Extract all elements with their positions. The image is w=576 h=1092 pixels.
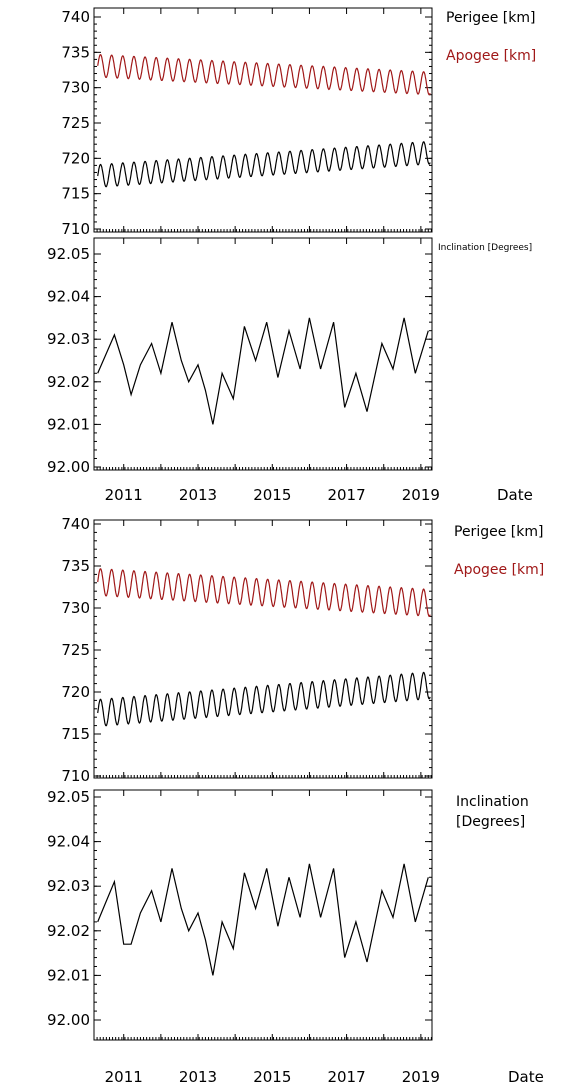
plot-frame — [93, 789, 433, 1041]
legend-entry: Apogee [km] — [446, 48, 536, 64]
y-tick-label: 92.00 — [47, 458, 90, 476]
series-line-0 — [97, 317, 429, 425]
y-tick-label: 92.01 — [47, 966, 90, 984]
legend-entry: Inclination [Degrees] — [438, 243, 532, 253]
x-tick-label: 2011 — [105, 1068, 143, 1086]
legend-entry: [Degrees] — [456, 814, 525, 830]
x-tick-label: 2017 — [327, 1068, 365, 1086]
x-tick-label: 2015 — [253, 1068, 291, 1086]
panel-bottom-inclination — [93, 789, 433, 1041]
y-tick-label: 735 — [61, 43, 90, 61]
panel-top-inclination — [93, 237, 433, 471]
y-tick-label: 92.02 — [47, 373, 90, 391]
x-axis-label: Date — [497, 486, 533, 504]
legend-entry: Perigee [km] — [446, 10, 535, 26]
y-tick-label: 92.05 — [47, 788, 90, 806]
x-tick-label: 2019 — [402, 486, 440, 504]
y-tick-label: 92.04 — [47, 833, 90, 851]
y-tick-label: 92.02 — [47, 922, 90, 940]
x-tick-label: 2019 — [402, 1068, 440, 1086]
series-line-0 — [97, 671, 431, 727]
y-tick-label: 92.03 — [47, 330, 90, 348]
y-tick-label: 720 — [61, 149, 90, 167]
x-axis-label: Date — [508, 1068, 544, 1086]
series-line-1 — [97, 54, 431, 96]
y-tick-label: 740 — [61, 515, 90, 533]
y-tick-label: 725 — [61, 114, 90, 132]
x-tick-label: 2013 — [179, 486, 217, 504]
y-tick-label: 92.01 — [47, 415, 90, 433]
x-tick-label: 2017 — [327, 486, 365, 504]
y-tick-label: 715 — [61, 185, 90, 203]
y-tick-label: 740 — [61, 8, 90, 26]
plot-frame — [93, 237, 433, 471]
y-tick-label: 710 — [61, 767, 90, 785]
y-tick-label: 720 — [61, 683, 90, 701]
y-tick-label: 92.04 — [47, 288, 90, 306]
x-tick-label: 2015 — [253, 486, 291, 504]
plot-frame — [93, 7, 433, 233]
plot-frame — [93, 519, 433, 779]
x-tick-label: 2011 — [105, 486, 143, 504]
y-tick-label: 92.05 — [47, 245, 90, 263]
legend-entry: Perigee [km] — [454, 524, 543, 540]
y-tick-label: 710 — [61, 220, 90, 238]
x-tick-label: 2013 — [179, 1068, 217, 1086]
legend-entry: Apogee [km] — [454, 562, 544, 578]
y-tick-label: 92.00 — [47, 1011, 90, 1029]
y-tick-label: 730 — [61, 79, 90, 97]
series-line-0 — [97, 141, 431, 188]
panel-top-orbit — [93, 7, 433, 233]
y-tick-label: 715 — [61, 725, 90, 743]
y-tick-label: 725 — [61, 641, 90, 659]
y-tick-label: 735 — [61, 557, 90, 575]
series-line-1 — [97, 568, 431, 617]
y-tick-label: 730 — [61, 599, 90, 617]
series-line-0 — [97, 863, 429, 976]
legend-entry: Inclination — [456, 794, 529, 810]
panel-bottom-orbit — [93, 519, 433, 779]
y-tick-label: 92.03 — [47, 877, 90, 895]
